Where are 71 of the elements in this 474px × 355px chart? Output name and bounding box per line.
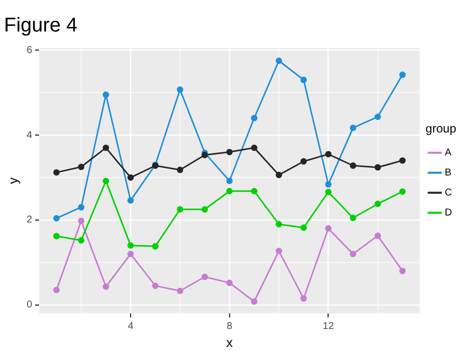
point bbox=[176, 288, 184, 294]
point bbox=[102, 144, 110, 151]
point bbox=[300, 76, 307, 84]
point bbox=[350, 214, 356, 222]
point bbox=[102, 283, 110, 290]
y-tick-label: 0 bbox=[26, 300, 33, 311]
point bbox=[226, 280, 233, 286]
point bbox=[300, 158, 307, 165]
legend-label: D bbox=[444, 207, 452, 218]
point bbox=[399, 72, 406, 78]
point bbox=[202, 274, 208, 280]
point bbox=[250, 144, 258, 151]
point bbox=[176, 166, 184, 174]
point bbox=[276, 58, 282, 64]
point bbox=[374, 232, 381, 239]
point bbox=[226, 178, 233, 184]
point bbox=[350, 124, 356, 132]
point bbox=[127, 250, 134, 258]
point bbox=[276, 248, 282, 254]
point bbox=[276, 221, 282, 228]
point bbox=[127, 242, 134, 249]
chart-title: Figure 4 bbox=[4, 14, 78, 37]
point bbox=[226, 188, 233, 194]
point bbox=[399, 268, 406, 274]
point bbox=[250, 298, 258, 305]
point bbox=[325, 188, 332, 196]
legend-label: A bbox=[444, 147, 452, 158]
point bbox=[78, 218, 84, 224]
point bbox=[176, 206, 184, 213]
point bbox=[53, 169, 60, 176]
y-axis-title: y bbox=[5, 176, 20, 184]
point bbox=[350, 162, 356, 169]
point bbox=[53, 286, 60, 294]
legend-label: B bbox=[444, 167, 452, 178]
x-tick-label: 12 bbox=[322, 321, 334, 332]
point bbox=[202, 206, 208, 213]
point bbox=[176, 86, 184, 93]
point bbox=[226, 148, 233, 156]
point bbox=[127, 197, 134, 204]
y-tick-label: 2 bbox=[26, 214, 33, 226]
point bbox=[300, 224, 307, 231]
point bbox=[374, 114, 381, 120]
point bbox=[53, 232, 60, 240]
point bbox=[325, 181, 332, 188]
x-tick-label: 8 bbox=[226, 321, 233, 332]
point bbox=[325, 150, 332, 158]
point bbox=[102, 92, 110, 98]
point bbox=[325, 225, 332, 232]
point bbox=[78, 204, 84, 210]
point bbox=[78, 164, 84, 170]
point bbox=[374, 164, 381, 171]
x-tick-label: 4 bbox=[128, 321, 134, 332]
y-tick-label: 6 bbox=[26, 44, 33, 56]
point bbox=[399, 157, 406, 164]
point bbox=[102, 178, 110, 184]
point bbox=[350, 250, 356, 258]
point bbox=[152, 243, 159, 250]
point bbox=[78, 237, 84, 244]
legend-title: group bbox=[426, 122, 457, 136]
point bbox=[250, 188, 258, 194]
point bbox=[152, 282, 159, 289]
point bbox=[300, 295, 307, 302]
x-axis-title: x bbox=[226, 334, 234, 350]
point bbox=[276, 172, 282, 178]
point bbox=[374, 200, 381, 208]
legend-label: C bbox=[444, 187, 452, 198]
point bbox=[399, 188, 406, 195]
point bbox=[250, 114, 258, 122]
point bbox=[127, 174, 134, 181]
point bbox=[53, 215, 60, 222]
y-tick-label: 4 bbox=[26, 130, 33, 141]
